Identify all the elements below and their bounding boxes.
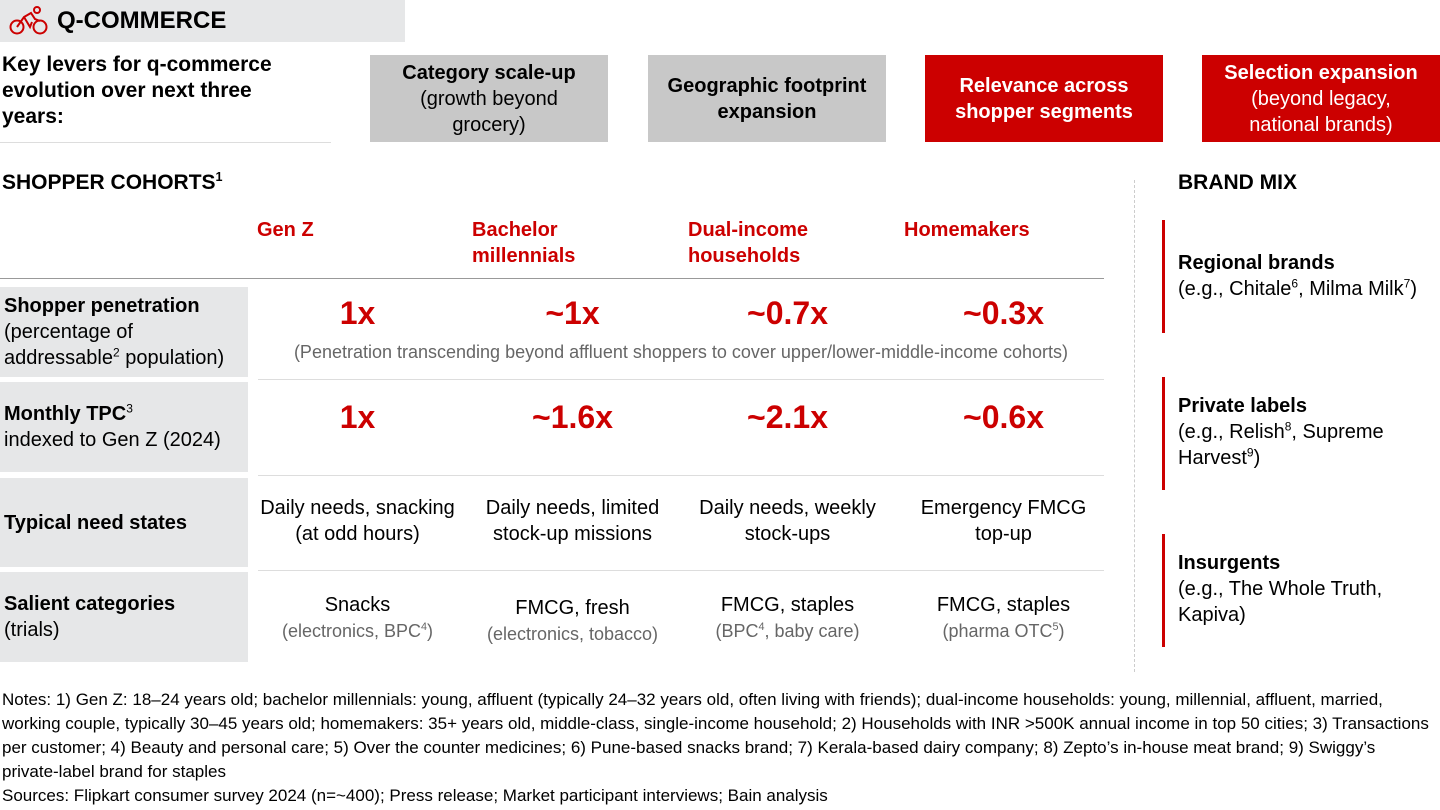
accent-bar bbox=[1162, 534, 1165, 647]
tpc-dual-income: ~2.1x bbox=[747, 399, 828, 435]
column-gen-z: Gen Z bbox=[257, 219, 314, 241]
column-bachelor-millennials: Bachelor millennials bbox=[472, 219, 576, 267]
row-label-monthly-tpc: Monthly TPC3 indexed to Gen Z (2024) bbox=[0, 382, 248, 472]
row-label-shopper-penetration: Shopper penetration (percentage of addre… bbox=[0, 287, 248, 377]
need-gen-z: Daily needs, snacking (at odd hours) bbox=[260, 497, 455, 545]
row-divider bbox=[258, 475, 1104, 476]
penetration-note: (Penetration transcending beyond affluen… bbox=[293, 342, 1069, 362]
divider bbox=[0, 142, 331, 143]
category-homemakers: FMCG, staples (pharma OTC5) bbox=[936, 594, 1071, 641]
row-label-salient-categories: Salient categories (trials) bbox=[0, 572, 248, 662]
category-gen-z: Snacks (electronics, BPC4) bbox=[281, 594, 434, 641]
accent-bar bbox=[1162, 220, 1165, 333]
lever-geographic-footprint: Geographic footprint expansion bbox=[648, 55, 886, 142]
tpc-homemakers: ~0.6x bbox=[963, 399, 1044, 435]
lever-category-scale-up: Category scale-up (growth beyond grocery) bbox=[370, 55, 608, 142]
penetration-homemakers: ~0.3x bbox=[963, 295, 1044, 331]
accent-bar bbox=[1162, 377, 1165, 490]
tpc-gen-z: 1x bbox=[339, 399, 376, 435]
sources: Sources: Flipkart consumer survey 2024 (… bbox=[2, 786, 828, 805]
header-bar bbox=[0, 0, 405, 42]
brand-regional: Regional brands (e.g., Chitale6, Milma Mi… bbox=[1178, 252, 1417, 300]
brand-mix-title: BRAND MIX bbox=[1178, 171, 1297, 194]
lever-selection-expansion: Selection expansion (beyond legacy, natio… bbox=[1202, 55, 1440, 142]
header-rule bbox=[0, 278, 1104, 279]
need-bachelor: Daily needs, limited stock-up missions bbox=[485, 497, 660, 545]
row-divider bbox=[258, 379, 1104, 380]
row-label-need-states: Typical need states bbox=[0, 478, 248, 567]
row-divider bbox=[258, 570, 1104, 571]
shopper-cohorts-title: SHOPPER COHORTS1 bbox=[2, 170, 223, 194]
tpc-bachelor: ~1.6x bbox=[532, 399, 613, 435]
category-bachelor: FMCG, fresh (electronics, tobacco) bbox=[486, 597, 659, 644]
penetration-gen-z: 1x bbox=[339, 295, 376, 331]
page-title: Q-COMMERCE bbox=[57, 7, 227, 34]
column-homemakers: Homemakers bbox=[904, 219, 1030, 241]
need-dual-income: Daily needs, weekly stock-ups bbox=[699, 497, 876, 545]
footnotes: Notes: 1) Gen Z: 18–24 years old; bachel… bbox=[2, 688, 1432, 808]
penetration-dual-income: ~0.7x bbox=[747, 295, 828, 331]
levers-title: Key levers for q-commerce evolution over… bbox=[2, 53, 272, 128]
column-dual-income: Dual-income households bbox=[688, 219, 809, 267]
cyclist-icon bbox=[9, 6, 48, 35]
lever-relevance-segments: Relevance across shopper segments bbox=[925, 55, 1163, 142]
brand-insurgents: Insurgents (e.g., The Whole Truth, Kapiva… bbox=[1178, 552, 1383, 626]
row-label-detail: (percentage of addressable2 population) bbox=[4, 321, 225, 369]
penetration-bachelor: ~1x bbox=[545, 295, 600, 331]
section-divider bbox=[1134, 180, 1135, 672]
category-dual-income: FMCG, staples (BPC4, baby care) bbox=[715, 594, 860, 641]
need-homemakers: Emergency FMCG top-up bbox=[920, 497, 1098, 545]
brand-private-labels: Private labels (e.g., Relish8, Supreme Ha… bbox=[1178, 395, 1384, 469]
